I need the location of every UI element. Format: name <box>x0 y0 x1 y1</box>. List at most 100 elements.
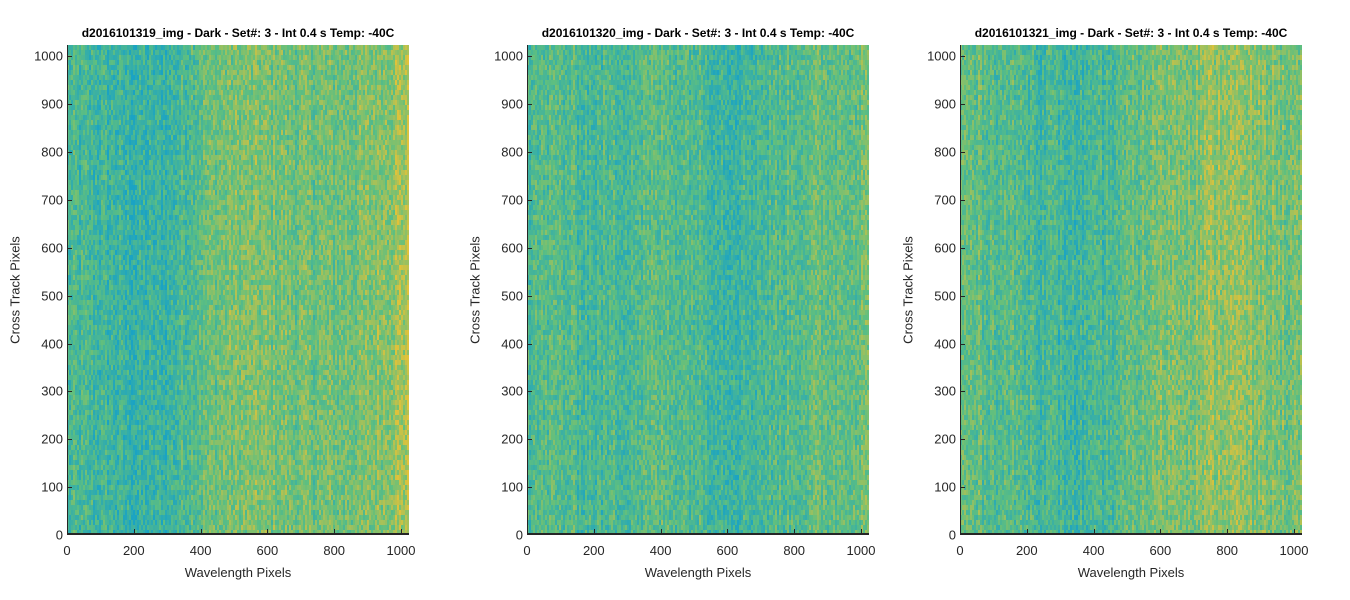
y-tick-label: 300 <box>41 384 67 399</box>
x-tick-mark <box>334 529 336 533</box>
y-tick-mark <box>68 104 72 106</box>
y-tick-mark <box>68 56 72 58</box>
chart-title: d2016101321_img - Dark - Set#: 3 - Int 0… <box>975 26 1288 40</box>
x-tick-label: 400 <box>650 543 672 558</box>
y-tick-label: 900 <box>501 97 527 112</box>
y-tick-mark <box>961 56 965 58</box>
y-tick-mark <box>68 343 72 345</box>
x-tick-mark <box>1227 529 1229 533</box>
y-tick-mark <box>961 247 965 249</box>
y-tick-label: 500 <box>501 288 527 303</box>
x-tick-mark <box>400 529 402 533</box>
y-tick-label: 200 <box>934 432 960 447</box>
y-tick-label: 400 <box>41 336 67 351</box>
y-tick-label: 700 <box>41 193 67 208</box>
y-tick-mark <box>528 343 532 345</box>
x-tick-mark <box>267 529 269 533</box>
y-tick-label: 1000 <box>34 49 67 64</box>
x-tick-label: 1000 <box>1280 543 1309 558</box>
y-tick-label: 500 <box>934 288 960 303</box>
x-tick-mark <box>1093 529 1095 533</box>
y-tick-label: 900 <box>41 97 67 112</box>
y-tick-label: 800 <box>501 145 527 160</box>
y-tick-mark <box>528 295 532 297</box>
y-tick-label: 600 <box>41 240 67 255</box>
x-axis-label: Wavelength Pixels <box>1078 565 1184 580</box>
x-tick-label: 0 <box>63 543 70 558</box>
heatmap-cells <box>527 45 869 535</box>
y-tick-label: 200 <box>501 432 527 447</box>
y-tick-label: 0 <box>516 528 527 543</box>
y-tick-label: 100 <box>41 480 67 495</box>
chart-title: d2016101319_img - Dark - Set#: 3 - Int 0… <box>82 26 395 40</box>
x-axis-label: Wavelength Pixels <box>185 565 291 580</box>
y-tick-mark <box>961 104 965 106</box>
y-tick-label: 1000 <box>927 49 960 64</box>
x-tick-label: 0 <box>523 543 530 558</box>
x-tick-label: 400 <box>1083 543 1105 558</box>
y-tick-mark <box>961 200 965 202</box>
y-tick-mark <box>528 247 532 249</box>
x-tick-mark <box>727 529 729 533</box>
x-tick-label: 400 <box>190 543 212 558</box>
y-tick-mark <box>528 439 532 441</box>
x-tick-label: 600 <box>1150 543 1172 558</box>
y-tick-mark <box>68 439 72 441</box>
x-tick-label: 200 <box>123 543 145 558</box>
x-axis-line <box>960 533 1302 535</box>
x-tick-mark <box>200 529 202 533</box>
y-tick-label: 600 <box>501 240 527 255</box>
y-tick-mark <box>68 487 72 489</box>
x-tick-label: 800 <box>1216 543 1238 558</box>
y-tick-mark <box>528 152 532 154</box>
y-tick-mark <box>528 391 532 393</box>
y-tick-mark <box>68 295 72 297</box>
y-tick-label: 100 <box>501 480 527 495</box>
x-tick-mark <box>133 529 135 533</box>
y-tick-label: 700 <box>501 193 527 208</box>
x-tick-label: 800 <box>783 543 805 558</box>
y-tick-mark <box>68 200 72 202</box>
y-tick-mark <box>68 391 72 393</box>
y-tick-label: 300 <box>934 384 960 399</box>
y-tick-mark <box>528 104 532 106</box>
x-axis-label: Wavelength Pixels <box>645 565 751 580</box>
y-tick-mark <box>961 152 965 154</box>
y-tick-mark <box>961 487 965 489</box>
heatmap-cells <box>960 45 1302 535</box>
heatmap-image <box>67 45 409 535</box>
x-tick-label: 1000 <box>847 543 876 558</box>
x-tick-mark <box>527 529 528 533</box>
heatmap-image <box>960 45 1302 535</box>
y-tick-mark <box>961 343 965 345</box>
x-tick-mark <box>1293 529 1295 533</box>
y-tick-label: 1000 <box>494 49 527 64</box>
y-tick-label: 800 <box>41 145 67 160</box>
y-tick-mark <box>961 391 965 393</box>
x-tick-mark <box>960 529 961 533</box>
y-tick-label: 400 <box>934 336 960 351</box>
y-tick-label: 600 <box>934 240 960 255</box>
y-tick-label: 200 <box>41 432 67 447</box>
x-tick-label: 600 <box>257 543 279 558</box>
x-tick-label: 800 <box>323 543 345 558</box>
y-tick-label: 0 <box>949 528 960 543</box>
x-tick-label: 600 <box>717 543 739 558</box>
y-tick-label: 500 <box>41 288 67 303</box>
y-tick-label: 700 <box>934 193 960 208</box>
y-tick-mark <box>68 247 72 249</box>
y-tick-mark <box>961 439 965 441</box>
y-axis-line <box>960 45 961 535</box>
y-tick-mark <box>68 152 72 154</box>
y-tick-label: 0 <box>56 528 67 543</box>
x-tick-mark <box>1026 529 1028 533</box>
chart-title: d2016101320_img - Dark - Set#: 3 - Int 0… <box>542 26 855 40</box>
x-tick-label: 1000 <box>387 543 416 558</box>
y-tick-mark <box>528 56 532 58</box>
y-tick-label: 800 <box>934 145 960 160</box>
y-axis-line <box>67 45 68 535</box>
x-tick-label: 200 <box>583 543 605 558</box>
y-tick-label: 400 <box>501 336 527 351</box>
